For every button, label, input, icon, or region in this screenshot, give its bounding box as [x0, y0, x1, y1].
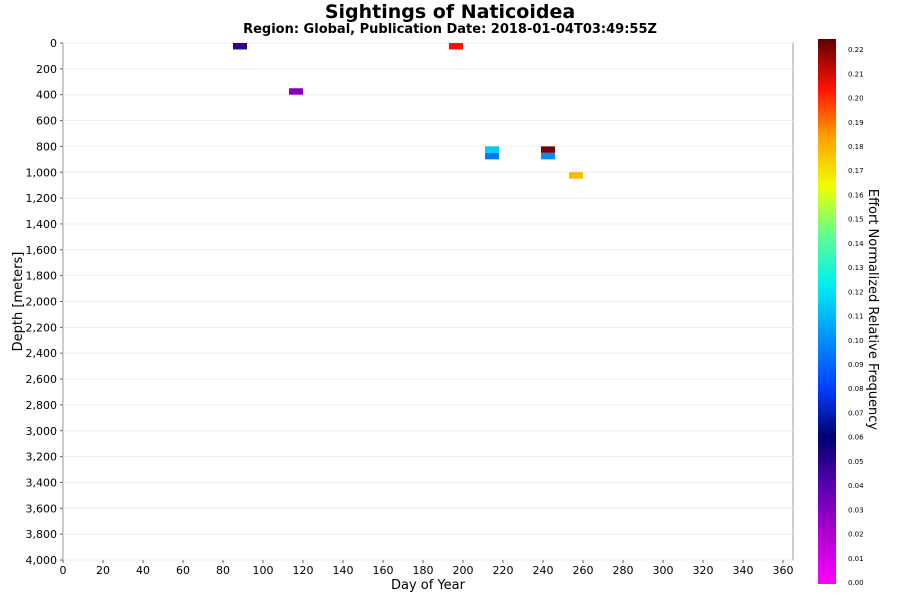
y-tick-label: 200 — [36, 63, 57, 76]
gridlines — [63, 42, 793, 561]
x-tick-label: 320 — [693, 564, 714, 577]
x-tick-label: 80 — [216, 564, 230, 577]
y-tick-label: 800 — [36, 140, 57, 153]
x-tick-label: 200 — [453, 564, 474, 577]
x-tick-label: 40 — [136, 564, 150, 577]
colorbar-tick-label: 0.03 — [848, 506, 864, 514]
y-tick-label: 1,000 — [26, 166, 58, 179]
x-tick-label: 120 — [293, 564, 314, 577]
y-tick-label: 3,600 — [26, 502, 58, 515]
x-tick-label: 100 — [253, 564, 274, 577]
y-tick-label: 2,000 — [26, 296, 58, 309]
y-tick-label: 3,200 — [26, 451, 58, 464]
y-tick-label: 2,200 — [26, 321, 58, 334]
x-tick-label: 180 — [413, 564, 434, 577]
y-tick-label: 0 — [50, 37, 57, 50]
heatmap-cell — [541, 152, 555, 160]
colorbar-tick-label: 0.09 — [848, 361, 864, 369]
colorbar-tick-label: 0.07 — [848, 409, 864, 417]
colorbar-tick-label: 0.08 — [848, 385, 864, 393]
x-tick-label: 340 — [733, 564, 754, 577]
colorbar-tick-label: 0.06 — [848, 434, 864, 442]
colorbar-tick-label: 0.21 — [848, 70, 864, 78]
colorbar-tick-label: 0.22 — [848, 46, 864, 54]
chart-title: Sightings of Naticoidea — [324, 1, 576, 23]
colorbar-tick-label: 0.17 — [848, 167, 864, 175]
colorbar-tick-label: 0.18 — [848, 143, 864, 151]
colorbar-bar — [818, 39, 836, 584]
colorbar-tick-label: 0.14 — [848, 240, 864, 248]
y-tick-label: 3,800 — [26, 528, 58, 541]
colorbar: 0.00 0.01 0.02 0.03 0.04 0.05 0.06 0.07 0.08 0.09… — [818, 39, 880, 587]
x-tick-label: 240 — [533, 564, 554, 577]
heatmap-cell — [485, 152, 499, 160]
colorbar-tick-label: 0.12 — [848, 288, 864, 296]
colorbar-tick-label: 0.01 — [848, 555, 864, 563]
y-tick-label: 2,600 — [26, 373, 58, 386]
y-tick-label: 2,800 — [26, 399, 58, 412]
y-tick-label: 1,200 — [26, 192, 58, 205]
y-tick-label: 3,000 — [26, 425, 58, 438]
colorbar-tick-label: 0.05 — [848, 458, 864, 466]
x-axis-label: Day of Year — [391, 578, 466, 593]
y-tick-label: 1,600 — [26, 244, 58, 257]
heatmap-cells — [233, 43, 583, 179]
x-tick-label: 260 — [573, 564, 594, 577]
x-tick-label: 360 — [773, 564, 794, 577]
colorbar-tick-label: 0.16 — [848, 191, 864, 199]
y-tick-label: 3,400 — [26, 476, 58, 489]
colorbar-tick-label: 0.20 — [848, 95, 864, 103]
heatmap-cell — [449, 43, 463, 50]
x-tick-label: 300 — [653, 564, 674, 577]
y-axis-label: Depth [meters] — [11, 252, 26, 352]
heatmap-cell — [485, 146, 499, 153]
colorbar-tick-label: 0.04 — [848, 482, 864, 490]
x-tick-label: 140 — [333, 564, 354, 577]
heatmap-cell — [569, 172, 583, 179]
heatmap-cell — [233, 43, 247, 50]
colorbar-tick-label: 0.10 — [848, 337, 864, 345]
x-tick-label: 160 — [373, 564, 394, 577]
y-tick-label: 1,400 — [26, 218, 58, 231]
x-tick-label: 280 — [613, 564, 634, 577]
x-tick-label: 0 — [60, 564, 67, 577]
colorbar-tick-label: 0.00 — [848, 579, 864, 587]
heatmap-cell — [289, 88, 303, 95]
y-tick-label: 400 — [36, 89, 57, 102]
x-tick-label: 220 — [493, 564, 514, 577]
y-tick-label: 4,000 — [26, 554, 58, 567]
x-tick-label: 60 — [176, 564, 190, 577]
colorbar-tick-label: 0.11 — [848, 313, 864, 321]
colorbar-tick-label: 0.13 — [848, 264, 864, 272]
chart-subtitle: Region: Global, Publication Date: 2018-0… — [243, 22, 657, 37]
y-tick-label: 2,400 — [26, 347, 58, 360]
axes: 02004006008001,0001,2001,4001,6001,8002,… — [11, 37, 794, 593]
colorbar-tick-label: 0.19 — [848, 119, 864, 127]
x-tick-label: 20 — [96, 564, 110, 577]
colorbar-tick-label: 0.15 — [848, 216, 864, 224]
colorbar-tick-label: 0.02 — [848, 531, 864, 539]
y-tick-label: 1,800 — [26, 270, 58, 283]
heatmap-cell — [541, 146, 555, 153]
colorbar-label: Effort Normalized Relative Frequency — [865, 189, 880, 431]
y-tick-label: 600 — [36, 115, 57, 128]
